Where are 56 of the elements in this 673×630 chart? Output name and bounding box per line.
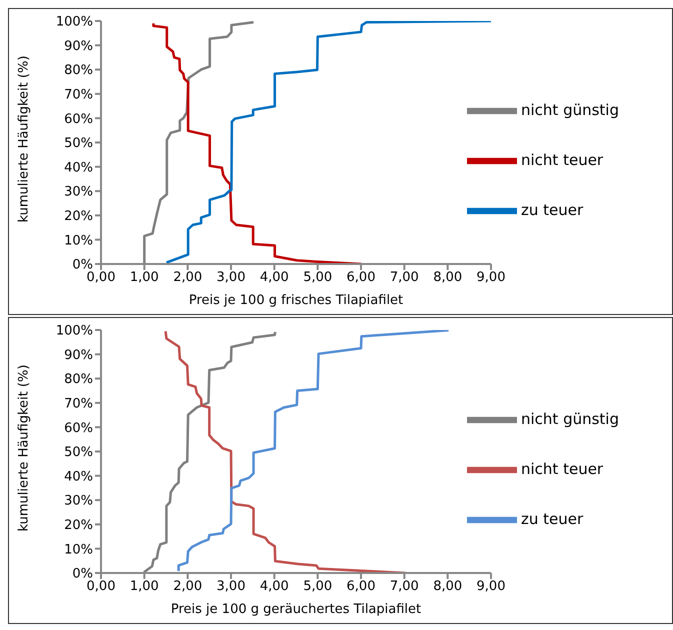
x-tick-label: 8,00 [433, 579, 462, 594]
legend-label: nicht günstig [521, 100, 619, 119]
x-tick-label: 3,00 [216, 579, 246, 594]
y-axis-title: kumulierte Häufigkeit (%) [16, 56, 32, 222]
y-axis-title: kumulierte Häufigkeit (%) [16, 364, 32, 532]
y-tick-label: 30% [64, 184, 93, 200]
y-tick-label: 50% [64, 136, 93, 152]
x-tick-label: 7,00 [390, 270, 419, 286]
x-tick-label: 0,00 [86, 579, 116, 594]
y-tick-label: 0% [72, 566, 93, 582]
legend-label: nicht teuer [521, 460, 604, 478]
x-tick-label: 6,00 [346, 579, 376, 594]
x-tick-label: 7,00 [390, 579, 419, 594]
legend-label: zu teuer [521, 510, 584, 528]
legend-label: zu teuer [521, 200, 584, 219]
y-tick-label: 40% [64, 160, 93, 176]
x-axis-title: Preis je 100 g frisches Tilapiafilet [188, 293, 404, 308]
x-tick-label: 2,00 [173, 579, 202, 594]
y-tick-label: 60% [64, 420, 93, 436]
x-tick-label: 3,00 [216, 270, 246, 286]
y-tick-label: 50% [64, 445, 93, 460]
x-tick-label: 6,00 [346, 270, 376, 286]
x-tick-label: 5,00 [303, 579, 332, 594]
x-tick-label: 4,00 [260, 579, 289, 594]
legend-label: nicht teuer [521, 150, 604, 169]
y-tick-label: 80% [64, 63, 93, 78]
legend-label: nicht günstig [521, 410, 619, 428]
y-tick-label: 80% [64, 372, 93, 388]
y-tick-label: 30% [64, 494, 93, 509]
y-tick-label: 60% [64, 112, 93, 127]
y-tick-label: 20% [64, 209, 93, 224]
line-series [164, 330, 407, 573]
x-tick-label: 4,00 [260, 270, 289, 286]
y-tick-label: 100% [56, 324, 93, 339]
y-tick-label: 100% [56, 14, 93, 30]
x-tick-label: 2,00 [173, 270, 202, 286]
x-tick-label: 8,00 [433, 270, 462, 286]
x-tick-label: 0,00 [86, 270, 116, 286]
y-tick-label: 20% [64, 518, 93, 534]
y-tick-label: 10% [64, 233, 93, 248]
y-tick-label: 90% [64, 348, 93, 363]
x-tick-label: 9,00 [476, 579, 506, 594]
y-tick-label: 0% [72, 258, 93, 273]
y-tick-label: 10% [64, 542, 93, 558]
x-tick-label: 9,00 [476, 270, 506, 286]
y-tick-label: 40% [64, 469, 93, 484]
line-series [152, 22, 363, 264]
x-tick-label: 5,00 [303, 270, 332, 286]
line-series [177, 330, 450, 572]
y-tick-label: 70% [64, 88, 93, 103]
y-tick-label: 70% [64, 396, 93, 412]
x-tick-label: 1,00 [130, 579, 159, 594]
line-series [165, 21, 491, 264]
x-tick-label: 1,00 [130, 270, 159, 286]
x-axis-title: Preis je 100 g geräuchertes Tilapiafilet [170, 602, 422, 617]
y-tick-label: 90% [64, 38, 93, 54]
